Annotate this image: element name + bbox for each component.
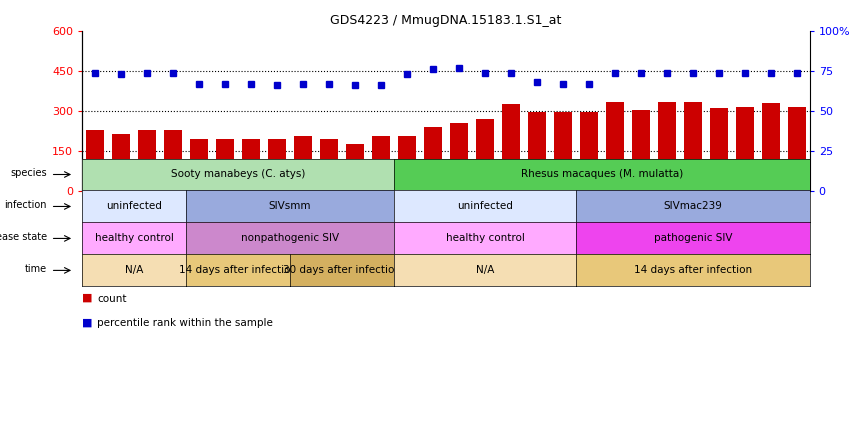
Text: infection: infection <box>4 200 47 210</box>
Text: GSM440059: GSM440059 <box>143 196 152 250</box>
Text: uninfected: uninfected <box>457 202 513 211</box>
Bar <box>684 102 701 191</box>
Bar <box>476 119 494 191</box>
Bar <box>320 139 338 191</box>
Bar <box>398 136 416 191</box>
Text: GSM440078: GSM440078 <box>637 196 645 250</box>
Text: GSM440057: GSM440057 <box>91 196 100 250</box>
Text: GSM440072: GSM440072 <box>481 196 489 250</box>
Text: 30 days after infection: 30 days after infection <box>283 266 401 275</box>
Bar <box>216 139 234 191</box>
Text: 14 days after infection: 14 days after infection <box>179 266 297 275</box>
Bar <box>112 134 130 191</box>
Bar <box>554 112 572 191</box>
Text: GSM440074: GSM440074 <box>533 196 541 250</box>
Text: GSM440062: GSM440062 <box>221 196 229 250</box>
Text: GSM440075: GSM440075 <box>559 196 567 250</box>
Text: healthy control: healthy control <box>445 234 525 243</box>
Bar <box>86 130 104 191</box>
Text: N/A: N/A <box>475 266 494 275</box>
Text: count: count <box>97 294 126 304</box>
Text: Rhesus macaques (M. mulatta): Rhesus macaques (M. mulatta) <box>520 170 683 179</box>
Text: GSM440070: GSM440070 <box>429 196 437 250</box>
Bar <box>424 127 442 191</box>
Text: SIVmac239: SIVmac239 <box>663 202 722 211</box>
Text: N/A: N/A <box>125 266 144 275</box>
Text: GSM440076: GSM440076 <box>585 196 593 250</box>
Text: Sooty manabeys (C. atys): Sooty manabeys (C. atys) <box>171 170 306 179</box>
Text: uninfected: uninfected <box>107 202 162 211</box>
Bar <box>138 130 156 191</box>
Bar <box>605 102 624 191</box>
Text: GSM440069: GSM440069 <box>403 196 411 250</box>
Text: ■: ■ <box>82 317 93 328</box>
Text: GSM440080: GSM440080 <box>688 196 697 250</box>
Text: nonpathogenic SIV: nonpathogenic SIV <box>241 234 339 243</box>
Text: GSM440083: GSM440083 <box>766 196 775 250</box>
Bar <box>502 104 520 191</box>
Bar <box>658 102 675 191</box>
Bar <box>242 139 260 191</box>
Text: GSM440058: GSM440058 <box>117 196 126 250</box>
Text: percentile rank within the sample: percentile rank within the sample <box>97 318 273 329</box>
Text: SIVsmm: SIVsmm <box>268 202 312 211</box>
Bar <box>190 139 208 191</box>
Bar <box>580 112 598 191</box>
Bar <box>528 112 546 191</box>
Text: species: species <box>10 168 47 178</box>
Bar <box>762 103 779 191</box>
Text: GSM440077: GSM440077 <box>611 196 619 250</box>
Bar <box>788 107 805 191</box>
Text: GSM440064: GSM440064 <box>273 196 281 250</box>
Text: GSM440067: GSM440067 <box>351 196 359 250</box>
Text: GSM440071: GSM440071 <box>455 196 463 250</box>
Bar <box>372 136 390 191</box>
Text: ■: ■ <box>82 293 93 303</box>
Bar <box>450 123 468 191</box>
Text: GSM440084: GSM440084 <box>792 196 801 250</box>
Bar <box>735 107 753 191</box>
Text: GSM440061: GSM440061 <box>195 196 204 250</box>
Text: GSM440060: GSM440060 <box>169 196 178 250</box>
Text: GSM440079: GSM440079 <box>662 196 671 250</box>
Text: GSM440081: GSM440081 <box>714 196 723 250</box>
Text: GDS4223 / MmugDNA.15183.1.S1_at: GDS4223 / MmugDNA.15183.1.S1_at <box>330 14 562 27</box>
Text: GSM440073: GSM440073 <box>507 196 515 250</box>
Text: pathogenic SIV: pathogenic SIV <box>654 234 732 243</box>
Bar <box>294 136 312 191</box>
Bar <box>346 144 364 191</box>
Bar <box>268 139 286 191</box>
Text: GSM440063: GSM440063 <box>247 196 255 250</box>
Bar <box>631 110 650 191</box>
Text: GSM440068: GSM440068 <box>377 196 385 250</box>
Text: healthy control: healthy control <box>94 234 174 243</box>
Text: 14 days after infection: 14 days after infection <box>634 266 752 275</box>
Text: disease state: disease state <box>0 232 47 242</box>
Bar <box>164 130 182 191</box>
Text: time: time <box>24 264 47 274</box>
Text: GSM440066: GSM440066 <box>325 196 333 250</box>
Text: GSM440082: GSM440082 <box>740 196 749 250</box>
Text: GSM440065: GSM440065 <box>299 196 307 250</box>
Bar <box>710 108 727 191</box>
